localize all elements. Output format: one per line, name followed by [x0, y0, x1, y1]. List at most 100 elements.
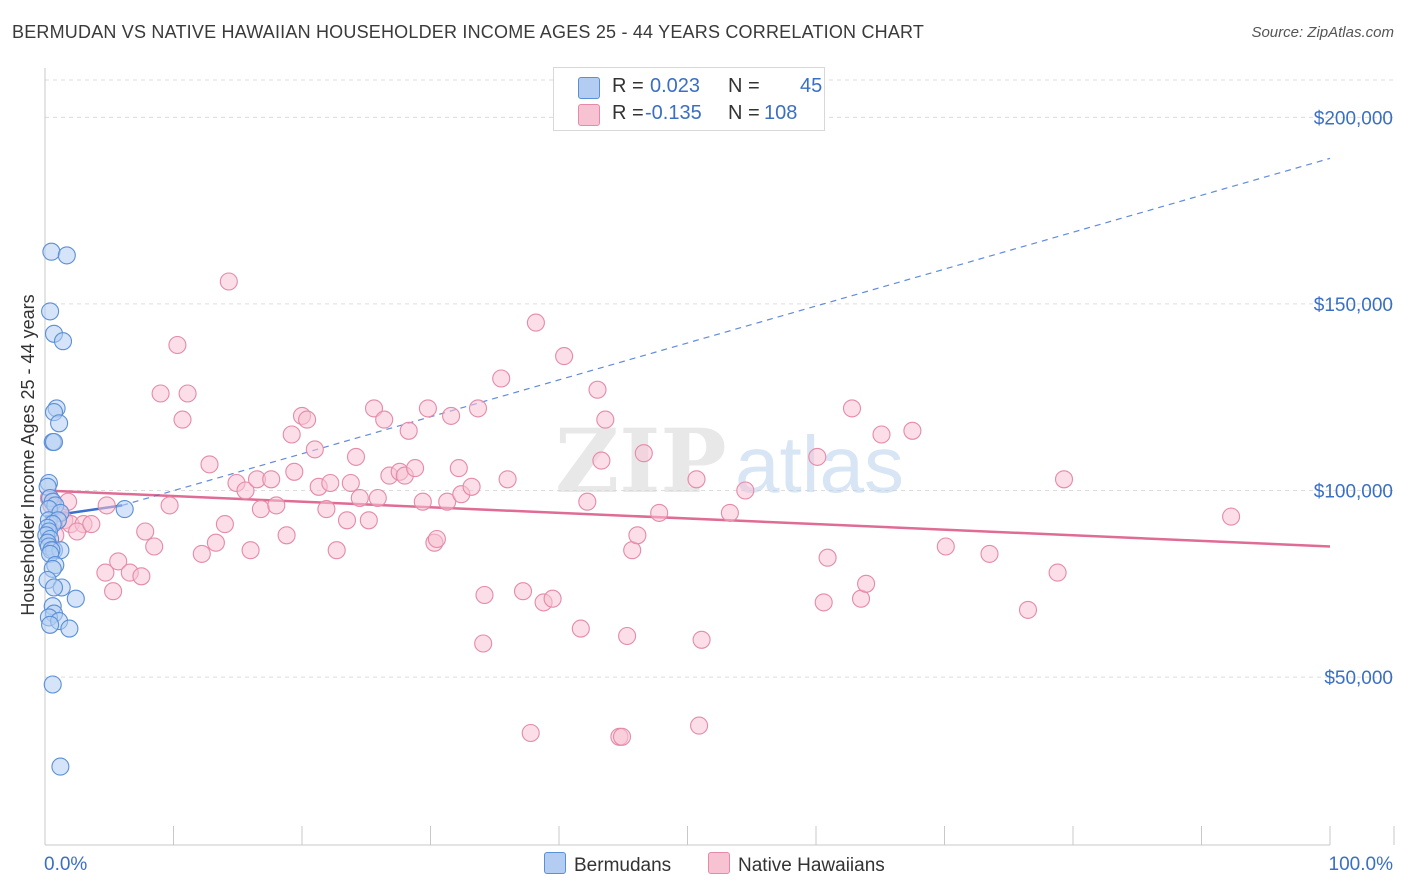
- point-native-hawaiians: [285, 462, 304, 481]
- point-native-hawaiians: [341, 473, 360, 493]
- legend-swatch-bermudans: [544, 852, 566, 874]
- point-native-hawaiians: [571, 619, 590, 638]
- point-native-hawaiians: [596, 410, 615, 429]
- gridlines: [45, 79, 1395, 678]
- point-native-hawaiians: [650, 503, 669, 522]
- y-tick-label: $100,000: [1314, 481, 1393, 502]
- point-native-hawaiians: [872, 425, 891, 444]
- point-bermudans: [41, 615, 60, 634]
- point-native-hawaiians: [438, 492, 457, 511]
- point-native-hawaiians: [736, 481, 755, 500]
- point-native-hawaiians: [449, 459, 468, 478]
- point-native-hawaiians: [399, 421, 418, 440]
- point-native-hawaiians: [543, 589, 562, 608]
- data-points: [37, 242, 1241, 776]
- point-native-hawaiians: [521, 723, 540, 743]
- point-native-hawaiians: [1054, 470, 1074, 489]
- y-tick-label: $150,000: [1314, 295, 1393, 316]
- legend-n-label: N =: [728, 75, 760, 97]
- point-native-hawaiians: [903, 421, 922, 440]
- point-bermudans: [50, 414, 69, 433]
- point-native-hawaiians: [368, 488, 387, 508]
- point-native-hawaiians: [160, 496, 179, 515]
- point-native-hawaiians: [215, 515, 234, 534]
- y-axis-title: Householder Income Ages 25 - 44 years: [18, 294, 38, 615]
- point-native-hawaiians: [96, 563, 115, 582]
- point-native-hawaiians: [418, 399, 437, 418]
- point-native-hawaiians: [168, 335, 187, 355]
- point-native-hawaiians: [612, 727, 632, 746]
- point-native-hawaiians: [346, 447, 366, 466]
- legend-n-value: 45: [800, 75, 823, 97]
- point-native-hawaiians: [588, 380, 607, 399]
- point-native-hawaiians: [151, 384, 170, 403]
- y-tick-label: $50,000: [1324, 668, 1393, 689]
- point-native-hawaiians: [687, 470, 706, 489]
- point-native-hawaiians: [406, 459, 425, 478]
- point-native-hawaiians: [442, 406, 461, 425]
- point-native-hawaiians: [690, 716, 709, 735]
- point-bermudans: [57, 246, 76, 265]
- point-bermudans: [43, 675, 62, 694]
- point-native-hawaiians: [475, 585, 494, 605]
- point-native-hawaiians: [1018, 600, 1038, 619]
- point-native-hawaiians: [462, 477, 481, 496]
- point-native-hawaiians: [317, 500, 336, 519]
- point-native-hawaiians: [136, 522, 155, 541]
- point-native-hawaiians: [305, 440, 324, 459]
- source-label: Source: ZipAtlas.com: [1251, 24, 1394, 41]
- point-native-hawaiians: [364, 399, 384, 418]
- legend-r-value: 0.023: [650, 75, 701, 97]
- point-native-hawaiians: [350, 488, 369, 508]
- x-tick-label: 100.0%: [1329, 854, 1394, 875]
- point-bermudans: [41, 302, 60, 321]
- legend-swatch-bermudans: [578, 77, 600, 99]
- point-native-hawaiians: [492, 369, 511, 388]
- point-native-hawaiians: [513, 582, 533, 601]
- point-native-hawaiians: [857, 574, 876, 593]
- legend-item-bermudans: Bermudans: [544, 852, 671, 877]
- point-native-hawaiians: [104, 582, 123, 601]
- point-native-hawaiians: [808, 447, 827, 466]
- point-native-hawaiians: [375, 410, 394, 429]
- point-native-hawaiians: [82, 515, 101, 534]
- correlation-legend: R = 0.023 N = 45 R = -0.135 N = 108: [553, 67, 825, 131]
- point-native-hawaiians: [173, 410, 192, 429]
- point-native-hawaiians: [474, 634, 493, 653]
- point-native-hawaiians: [980, 544, 999, 563]
- point-native-hawaiians: [692, 630, 711, 649]
- point-native-hawaiians: [936, 537, 955, 556]
- point-bermudans: [115, 500, 134, 519]
- point-native-hawaiians: [327, 541, 346, 560]
- point-native-hawaiians: [814, 593, 833, 612]
- legend-n-label: N =: [728, 102, 760, 124]
- legend-r-value: -0.135: [645, 102, 702, 124]
- chart-title: BERMUDAN VS NATIVE HAWAIIAN HOUSEHOLDER …: [12, 22, 925, 42]
- point-native-hawaiians: [132, 567, 151, 586]
- point-native-hawaiians: [97, 496, 116, 515]
- axis-labels: $50,000 $100,000 $150,000 $200,000 0.0% 100.0…: [18, 108, 1393, 875]
- point-native-hawaiians: [634, 444, 653, 463]
- point-native-hawaiians: [109, 552, 128, 571]
- legend-label-native-hawaiians: Native Hawaiians: [738, 855, 885, 876]
- trend-native-hawaiians: [44, 489, 1331, 548]
- point-bermudans: [42, 242, 61, 261]
- point-native-hawaiians: [241, 541, 260, 560]
- point-native-hawaiians: [267, 496, 286, 515]
- point-native-hawaiians: [592, 451, 611, 470]
- point-native-hawaiians: [219, 272, 238, 291]
- point-native-hawaiians: [298, 410, 317, 429]
- point-bermudans: [44, 578, 64, 597]
- legend-swatch-native-hawaiians: [578, 104, 600, 126]
- point-native-hawaiians: [720, 503, 739, 522]
- point-native-hawaiians: [178, 384, 197, 403]
- point-native-hawaiians: [578, 492, 597, 511]
- point-native-hawaiians: [206, 533, 225, 552]
- point-bermudans: [44, 432, 64, 452]
- point-native-hawaiians: [618, 626, 637, 646]
- legend-item-native-hawaiians: Native Hawaiians: [708, 852, 885, 877]
- point-native-hawaiians: [498, 470, 517, 489]
- point-native-hawaiians: [337, 511, 357, 530]
- point-native-hawaiians: [68, 522, 87, 541]
